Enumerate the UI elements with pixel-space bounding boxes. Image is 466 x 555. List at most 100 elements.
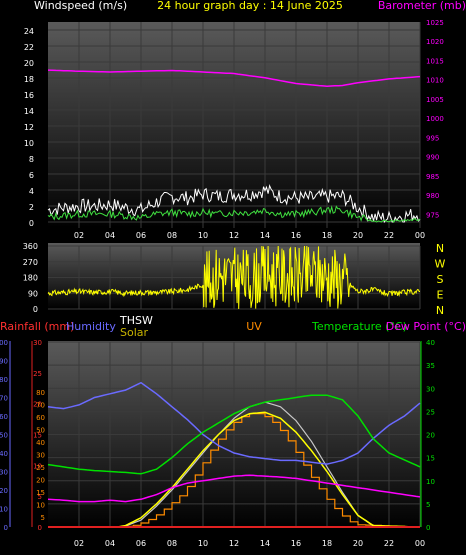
barometer-tick-label: 1010 (426, 77, 444, 85)
humidity-tick-label: 30 (0, 469, 8, 477)
legend-uv: UV (246, 320, 262, 333)
temperature-tick-label: 25 (426, 408, 435, 416)
temperature-tick-label: 35 (426, 362, 435, 370)
direction-tick-label: 360 (23, 242, 38, 251)
wind-title: Windspeed (m/s) (34, 0, 127, 12)
temperature-tick-label: 0 (426, 524, 430, 532)
barometer-tick-label: 1025 (426, 19, 444, 27)
time-tick-label: 02 (74, 231, 84, 240)
humidity-line (47, 381, 421, 465)
wind-tick-label: 14 (24, 107, 34, 116)
time-tick-label: 00 (415, 231, 425, 240)
barometer-line (47, 69, 421, 87)
temperature-grid (48, 341, 421, 528)
temperature-axis-labels: 0510152025303540010203040506070809010005… (0, 339, 435, 532)
uv-tick-label: 40 (36, 439, 45, 447)
uv-tick-label: 80 (36, 389, 45, 397)
barometer-title: Barometer (mb) (378, 0, 466, 12)
humidity-tick-label: 40 (0, 450, 8, 458)
time-tick-label: 10 (198, 231, 208, 240)
humidity-tick-label: 70 (0, 395, 8, 403)
wind-tick-label: 6 (29, 171, 34, 180)
wind-tick-label: 0 (29, 219, 34, 228)
temperature-line (47, 394, 421, 475)
uv-tick-label: 70 (36, 402, 45, 410)
time-tick-label: 16 (291, 539, 301, 548)
rain-tick-label: 25 (33, 370, 42, 378)
time-tick-label: 18 (322, 539, 332, 548)
compass-label: W (435, 258, 446, 271)
rain-tick-label: 0 (38, 524, 42, 532)
direction-axis-labels: 0 90 180 270 360 (23, 242, 38, 314)
barometer-tick-label: 975 (426, 211, 439, 219)
humidity-tick-label: 60 (0, 413, 8, 421)
temperature-tick-label: 5 (426, 501, 430, 509)
rain-tick-label: 30 (33, 339, 42, 347)
temperature-tick-label: 15 (426, 455, 435, 463)
legend-temperature: Temperature (°C) (311, 320, 407, 333)
temperature-tick-label: 30 (426, 385, 435, 393)
barometer-tick-label: 1015 (426, 57, 444, 65)
time-tick-label: 22 (384, 539, 394, 548)
time-tick-label: 02 (74, 539, 84, 548)
wind-tick-label: 4 (29, 187, 34, 196)
time-tick-label: 08 (167, 539, 177, 548)
humidity-tick-label: 0 (4, 524, 8, 532)
uv-tick-label: 30 (36, 452, 45, 460)
humidity-tick-label: 50 (0, 432, 8, 440)
compass-label: N (436, 304, 444, 317)
wind-grid (48, 22, 421, 228)
wind-average-line (47, 205, 421, 223)
humidity-tick-label: 100 (0, 339, 8, 347)
humidity-tick-label: 80 (0, 376, 8, 384)
barometer-axis-labels: 975 980 985 990 995 1000 1005 1010 1015 1020 1025 (426, 19, 444, 219)
legend-thsw: THSW (119, 314, 153, 327)
uv-tick-label: 15 (36, 489, 45, 497)
direction-tick-label: 270 (23, 258, 38, 267)
humidity-tick-label: 10 (0, 506, 8, 514)
uv-tick-label: 5 (41, 514, 45, 522)
direction-grid (48, 245, 421, 310)
barometer-tick-label: 1020 (426, 38, 444, 46)
uv-tick-label: 25 (36, 464, 45, 472)
temperature-tick-label: 10 (426, 478, 435, 486)
time-tick-label: 10 (198, 539, 208, 548)
rain-tick-label: 10 (33, 462, 42, 470)
compass-label: E (437, 289, 444, 302)
temperature-time-labels: 02 04 06 08 10 12 14 16 18 20 22 00 (74, 539, 425, 548)
time-tick-label: 20 (353, 231, 363, 240)
wind-tick-label: 16 (24, 91, 34, 100)
wind-series (47, 69, 421, 224)
legend-rainfall: Rainfall (mm) (0, 320, 74, 333)
wind-tick-label: 24 (24, 27, 34, 36)
direction-tick-label: 0 (33, 305, 38, 314)
time-tick-label: 14 (260, 231, 270, 240)
time-tick-label: 22 (384, 231, 394, 240)
legend-solar: Solar (120, 326, 149, 339)
compass-label: S (437, 273, 444, 286)
time-tick-label: 14 (260, 539, 270, 548)
time-tick-label: 00 (415, 539, 425, 548)
temperature-tick-label: 20 (426, 432, 435, 440)
time-tick-label: 20 (353, 539, 363, 548)
time-tick-label: 06 (136, 231, 146, 240)
direction-tick-label: 180 (23, 274, 38, 283)
time-tick-label: 04 (105, 539, 115, 548)
period-title: 24 hour graph day : 14 June 2025 (157, 0, 343, 12)
rain-tick-label: 20 (33, 401, 42, 409)
wind-tick-label: 22 (24, 43, 34, 52)
direction-tick-label: 90 (28, 289, 38, 298)
legend-humidity: Humidity (66, 320, 116, 333)
humidity-tick-label: 20 (0, 487, 8, 495)
wind-tick-label: 18 (24, 75, 34, 84)
time-tick-label: 06 (136, 539, 146, 548)
wind-direction-line (47, 245, 420, 310)
barometer-tick-label: 980 (426, 192, 439, 200)
dew-point-line (47, 474, 421, 503)
temperature-series (47, 381, 421, 528)
uv-tick-label: 10 (36, 502, 45, 510)
barometer-tick-label: 985 (426, 173, 439, 181)
time-tick-label: 04 (105, 231, 115, 240)
